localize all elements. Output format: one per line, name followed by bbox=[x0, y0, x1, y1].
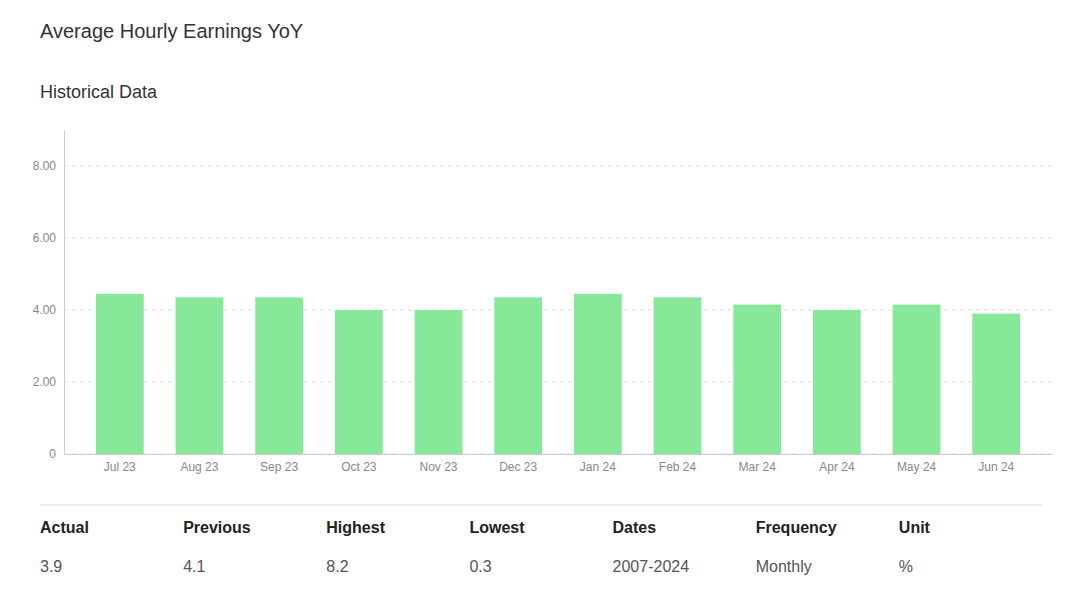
stat-label: Highest bbox=[326, 519, 385, 536]
x-tick-label: Sep 23 bbox=[260, 460, 298, 474]
y-tick: 8.00 bbox=[33, 159, 57, 173]
y-tick: 0 bbox=[49, 447, 56, 461]
bar bbox=[813, 310, 861, 454]
x-tick: Nov 23 bbox=[419, 460, 457, 474]
stat-label: Unit bbox=[899, 519, 931, 536]
x-tick-label: May 24 bbox=[897, 460, 937, 474]
stat-value: 2007-2024 bbox=[613, 558, 690, 575]
bar bbox=[494, 297, 542, 454]
x-tick: Dec 23 bbox=[499, 460, 537, 474]
x-tick-label: Nov 23 bbox=[419, 460, 457, 474]
bar bbox=[255, 297, 303, 454]
bar bbox=[893, 305, 941, 454]
x-tick: Jan 24 bbox=[580, 460, 616, 474]
bar bbox=[96, 294, 144, 454]
x-tick-label: Mar 24 bbox=[739, 460, 777, 474]
stat-value: 8.2 bbox=[326, 558, 348, 575]
x-tick-label: Jul 23 bbox=[104, 460, 136, 474]
y-axis: 0 2.00 4.00 6.00 8.00 bbox=[33, 131, 65, 462]
y-tick-label: 0 bbox=[49, 447, 56, 461]
stat-value: 3.9 bbox=[40, 558, 62, 575]
x-tick: Jul 23 bbox=[104, 460, 136, 474]
x-tick: Feb 24 bbox=[659, 460, 697, 474]
separator bbox=[40, 505, 1042, 506]
grid-line bbox=[64, 166, 1052, 167]
x-tick-label: Feb 24 bbox=[659, 460, 697, 474]
y-tick-label: 4.00 bbox=[33, 303, 57, 317]
bar bbox=[415, 310, 463, 454]
stat-value: 0.3 bbox=[469, 558, 491, 575]
x-axis-line bbox=[65, 454, 1053, 455]
y-tick-label: 8.00 bbox=[33, 159, 57, 173]
y-tick: 2.00 bbox=[33, 375, 57, 389]
x-tick-label: Oct 23 bbox=[341, 460, 377, 474]
bar bbox=[335, 310, 383, 454]
bar bbox=[176, 297, 224, 454]
chart: Average Hourly Earnings YoY Historical Da… bbox=[0, 0, 1082, 604]
stat-label: Frequency bbox=[756, 519, 837, 536]
stat-label: Lowest bbox=[469, 519, 525, 536]
x-tick-label: Dec 23 bbox=[499, 460, 537, 474]
stat-label: Dates bbox=[613, 519, 657, 536]
grid bbox=[64, 166, 1052, 454]
stat-value: 4.1 bbox=[183, 558, 205, 575]
bars bbox=[96, 294, 1020, 454]
y-axis-line bbox=[64, 131, 65, 455]
x-tick-label: Aug 23 bbox=[180, 460, 218, 474]
x-tick: Jun 24 bbox=[978, 460, 1014, 474]
x-tick: Aug 23 bbox=[180, 460, 218, 474]
bar bbox=[972, 314, 1020, 454]
stat-value: Monthly bbox=[756, 558, 812, 575]
stats: Actual 3.9 Previous 4.1 Highest 8.2 Lowest 0.3 D… bbox=[40, 519, 931, 575]
x-tick: Sep 23 bbox=[260, 460, 298, 474]
bar bbox=[654, 297, 702, 454]
y-tick: 4.00 bbox=[33, 303, 57, 317]
stat-label: Previous bbox=[183, 519, 251, 536]
title: Average Hourly Earnings YoY bbox=[40, 20, 303, 42]
bar bbox=[733, 305, 781, 454]
x-tick-label: Apr 24 bbox=[819, 460, 855, 474]
x-tick: Oct 23 bbox=[341, 460, 377, 474]
bar bbox=[574, 294, 622, 454]
x-tick: May 24 bbox=[897, 460, 937, 474]
subtitle: Historical Data bbox=[40, 82, 158, 102]
y-tick-label: 6.00 bbox=[33, 231, 57, 245]
stat-value: % bbox=[899, 558, 913, 575]
x-tick-label: Jan 24 bbox=[580, 460, 616, 474]
grid-line bbox=[64, 238, 1052, 239]
y-tick: 6.00 bbox=[33, 231, 57, 245]
stat-label: Actual bbox=[40, 519, 89, 536]
x-tick: Apr 24 bbox=[819, 460, 855, 474]
x-tick: Mar 24 bbox=[739, 460, 777, 474]
y-tick-label: 2.00 bbox=[33, 375, 57, 389]
x-axis: Jul 23 Aug 23 Sep 23 Oct 23 Nov 23 Dec 23 Jan … bbox=[65, 455, 1053, 474]
plot: 0 2.00 4.00 6.00 8.00 Jul 23 Aug 23 Sep 23 Oct 2… bbox=[33, 131, 1053, 474]
x-tick-label: Jun 24 bbox=[978, 460, 1014, 474]
